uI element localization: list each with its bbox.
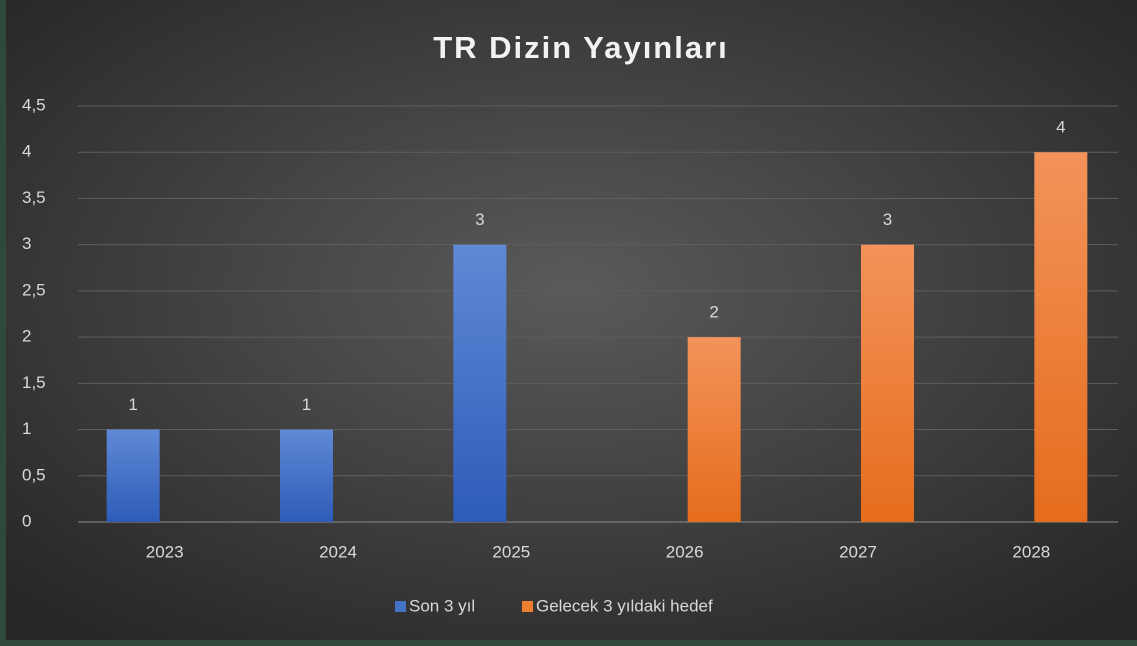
bar [1034,152,1088,522]
data-label: 3 [475,210,484,229]
bar [861,244,914,522]
bar [687,337,741,522]
legend-swatch [522,601,533,612]
y-tick-label: 1 [22,419,31,438]
y-tick-label: 0,5 [22,465,46,484]
x-tick-label: 2025 [492,542,530,561]
y-tick-label: 2,5 [22,280,46,299]
y-tick-label: 3,5 [22,188,46,207]
data-label: 1 [128,395,137,414]
y-tick-label: 2 [22,327,31,346]
data-label: 1 [302,395,311,414]
y-tick-label: 3 [22,234,31,253]
bar [106,429,160,522]
legend-label: Son 3 yıl [409,596,475,615]
legend-label: Gelecek 3 yıldaki hedef [536,596,713,615]
y-tick-label: 0 [22,511,31,530]
data-label: 2 [709,303,718,322]
x-tick-label: 2023 [146,542,184,561]
data-label: 4 [1056,118,1065,137]
bar [280,429,333,522]
y-tick-label: 4 [22,142,31,161]
chart-title: TR Dizin Yayınları [433,30,729,65]
legend-swatch [395,601,406,612]
x-tick-label: 2028 [1012,542,1050,561]
x-tick-label: 2024 [319,542,357,561]
chart: TR Dizin Yayınları 0 0,5 1 1,5 2 2,5 3 3,5 4 4,5 2… [6,0,1137,640]
data-label: 3 [883,210,892,229]
y-tick-label: 1,5 [22,373,46,392]
x-tick-label: 2027 [839,542,877,561]
y-tick-label: 4,5 [22,95,46,114]
background [6,0,1137,640]
x-tick-label: 2026 [666,542,704,561]
bar [453,244,507,522]
